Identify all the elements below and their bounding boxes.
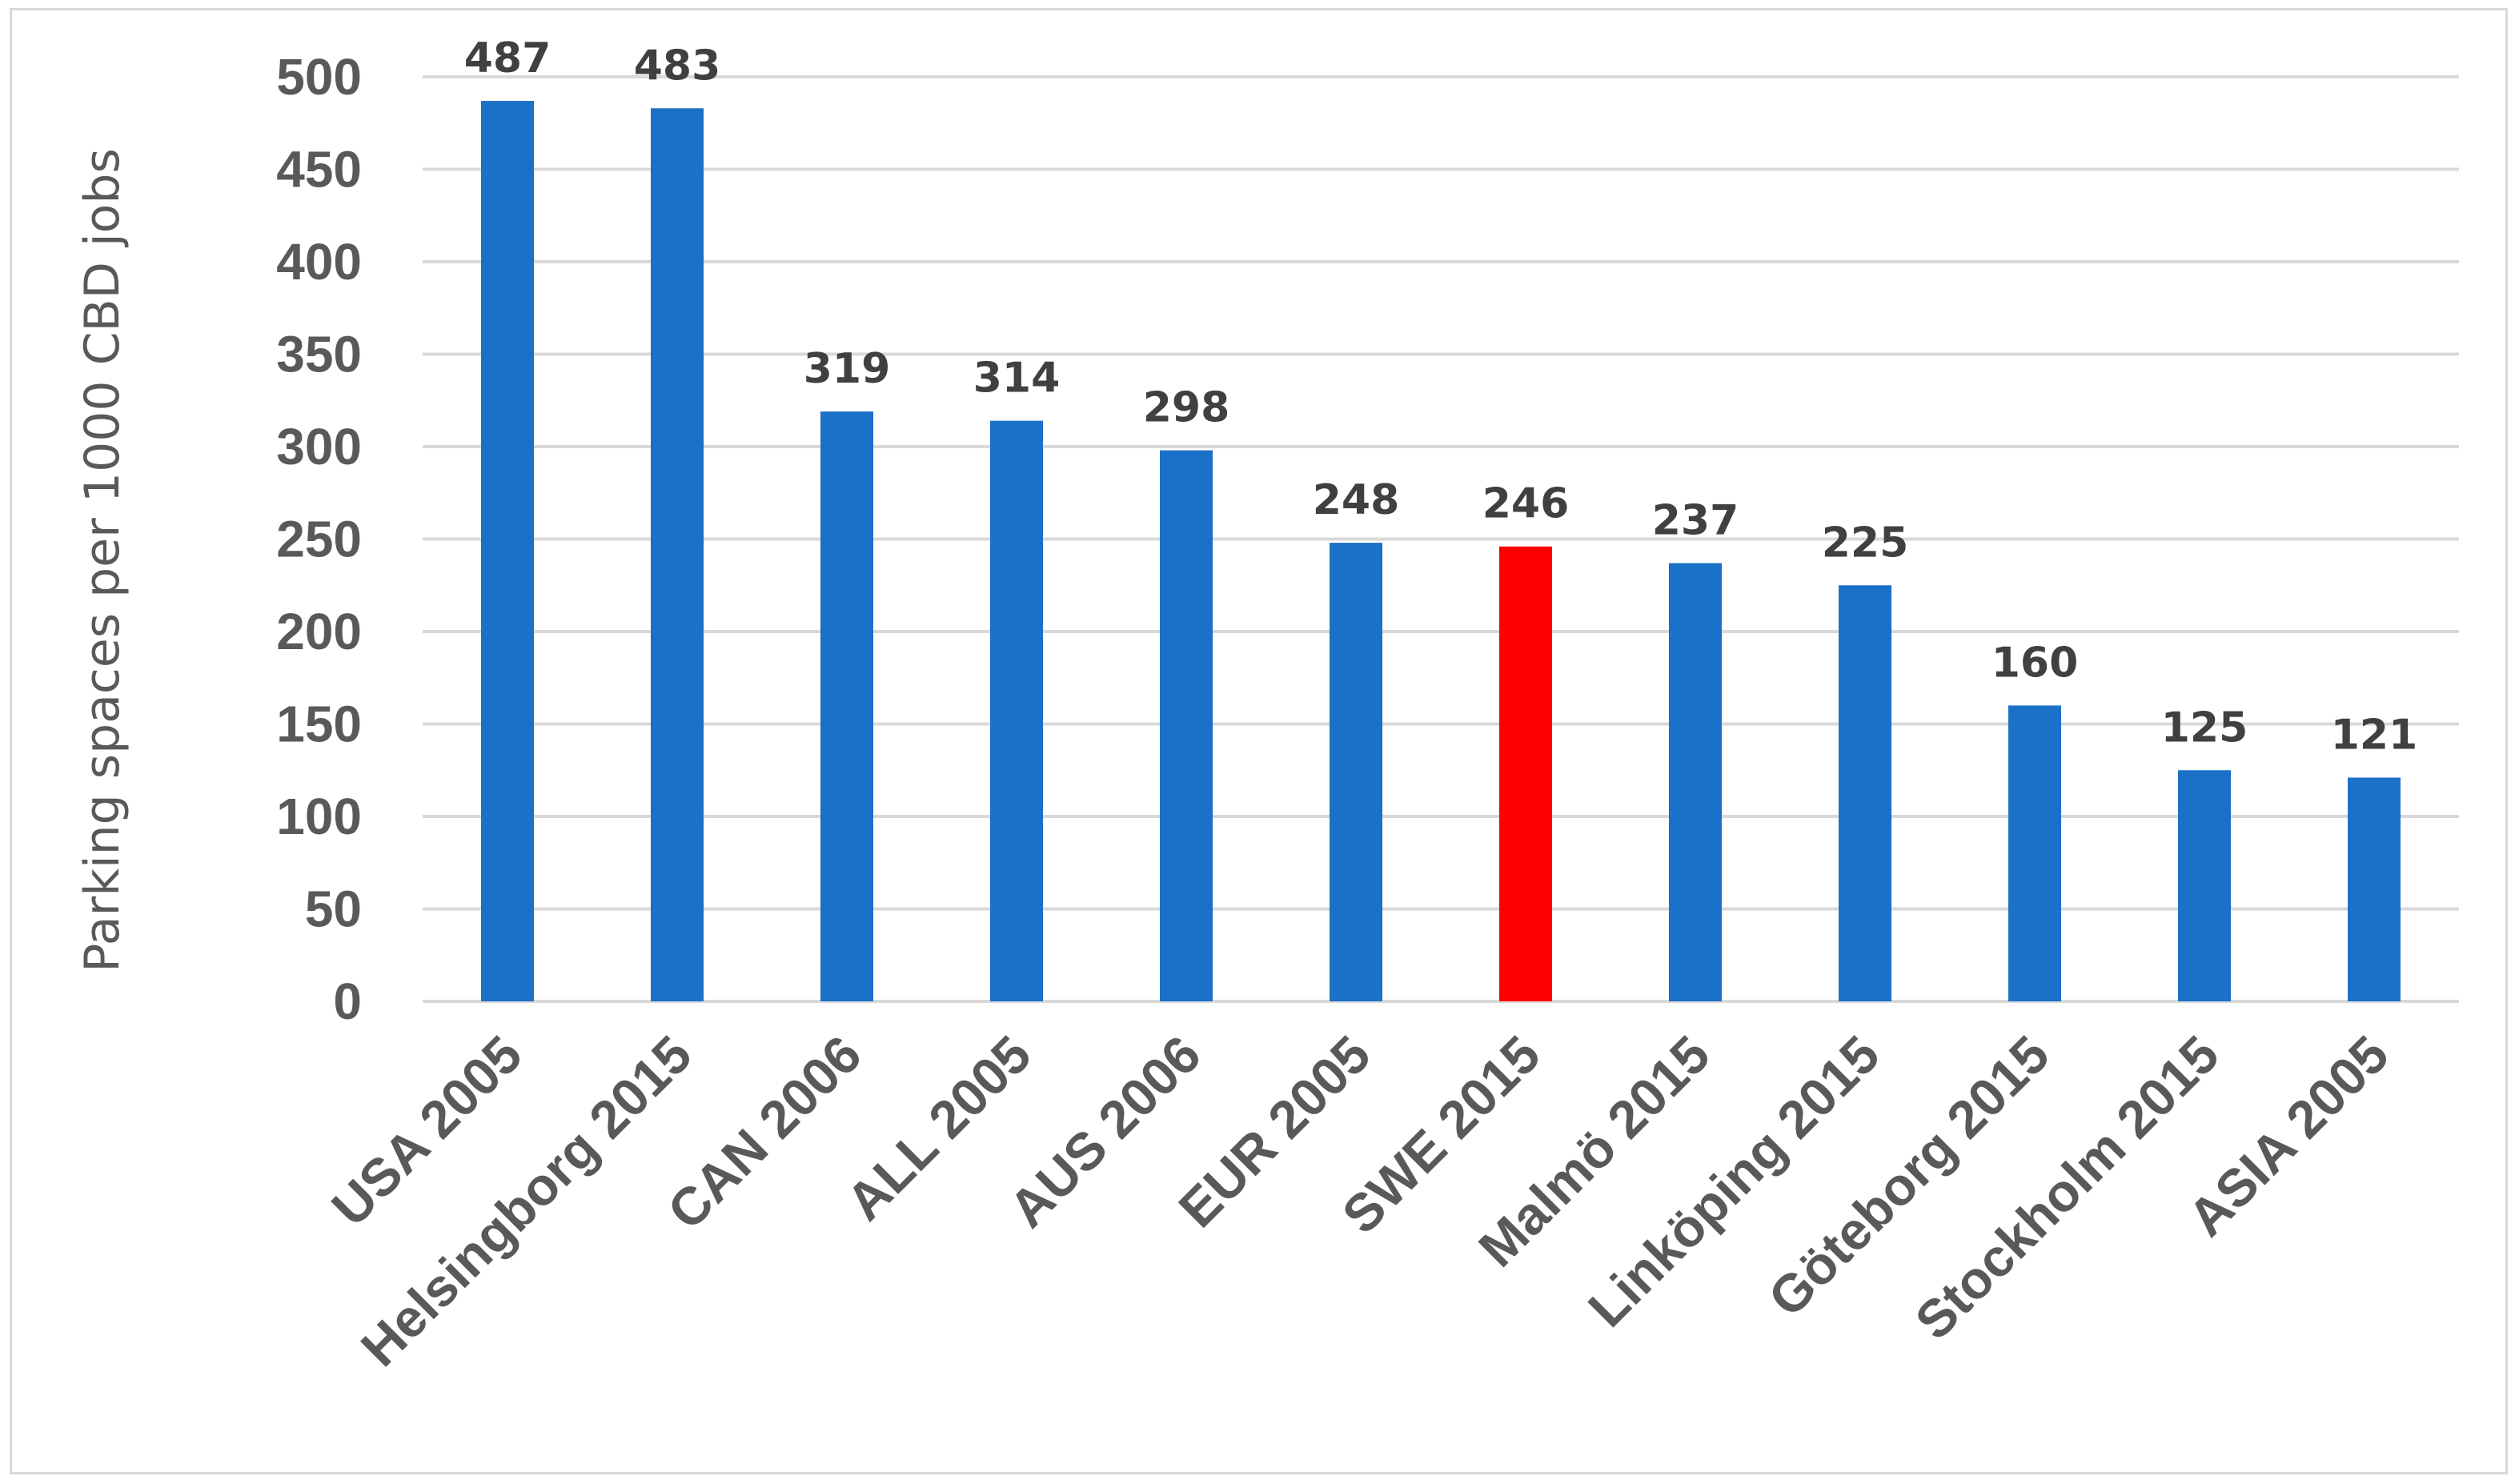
x-category-label: Linköping 2015: [1577, 1025, 1891, 1338]
data-label: 487: [464, 34, 552, 82]
bar: [1499, 546, 1552, 1001]
y-axis-title: Parking spaces per 1000 CBD jobs: [74, 148, 130, 972]
chart-frame: [10, 8, 2508, 1474]
bar: [1330, 543, 1382, 1001]
bar: [481, 101, 534, 1001]
data-label: 248: [1313, 476, 1400, 524]
x-category-label: Stockholm 2015: [1903, 1025, 2230, 1351]
y-tick-label: 50: [305, 880, 362, 938]
bar: [1669, 563, 1722, 1001]
bar: [651, 108, 704, 1001]
y-tick-label: 250: [276, 511, 362, 568]
bar: [2008, 705, 2061, 1001]
y-tick-label: 400: [276, 233, 362, 291]
gridlines: [423, 75, 2459, 1003]
y-tick-label: 100: [276, 788, 362, 845]
data-label: 314: [973, 355, 1061, 403]
bar: [2348, 777, 2401, 1001]
bar: [1839, 585, 1891, 1001]
bar: [1160, 450, 1213, 1001]
bar: [990, 420, 1043, 1001]
data-label: 225: [1822, 519, 1909, 567]
data-label: 237: [1652, 497, 1739, 545]
data-label: 125: [2161, 704, 2248, 752]
data-label: 121: [2331, 711, 2418, 759]
bars: [481, 101, 2401, 1001]
y-tick-label: 150: [276, 696, 362, 753]
y-tick-label: 350: [276, 326, 362, 383]
bar: [820, 411, 873, 1001]
y-tick-label: 0: [333, 973, 362, 1030]
data-label: 483: [634, 42, 721, 90]
bar: [2178, 770, 2231, 1001]
y-tick-label: 500: [276, 48, 362, 106]
y-tick-label: 200: [276, 603, 362, 660]
y-axis-ticks: 0 50 100 150 200 250 300 350 400 450 500: [276, 48, 362, 1030]
data-label: 160: [1992, 639, 2079, 687]
x-category-label: Helsingborg 2015: [350, 1025, 703, 1378]
y-tick-label: 300: [276, 418, 362, 475]
data-label: 246: [1482, 480, 1570, 528]
y-tick-label: 450: [276, 141, 362, 199]
data-label: 319: [804, 345, 891, 393]
data-label: 298: [1143, 384, 1230, 432]
data-labels: 487 483 319 314 298 248 246 237 225 160 125 121: [464, 34, 2418, 759]
